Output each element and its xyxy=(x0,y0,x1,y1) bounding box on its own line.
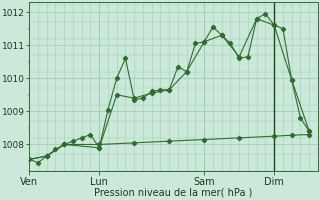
X-axis label: Pression niveau de la mer( hPa ): Pression niveau de la mer( hPa ) xyxy=(94,188,253,198)
